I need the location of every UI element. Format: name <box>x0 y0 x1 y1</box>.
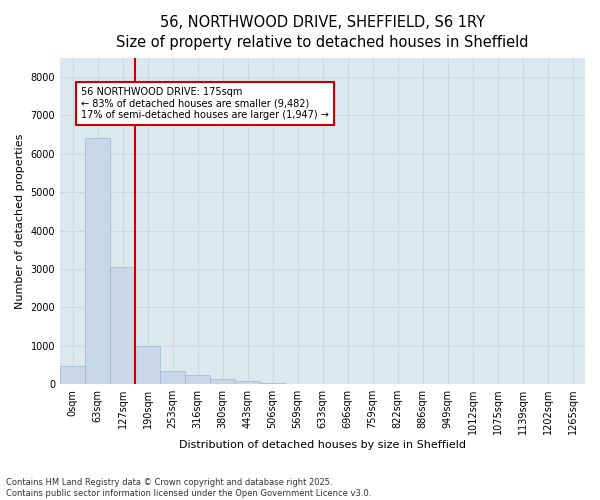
Bar <box>135 346 160 384</box>
Text: 56 NORTHWOOD DRIVE: 175sqm
← 83% of detached houses are smaller (9,482)
17% of s: 56 NORTHWOOD DRIVE: 175sqm ← 83% of deta… <box>81 86 329 120</box>
Y-axis label: Number of detached properties: Number of detached properties <box>15 134 25 308</box>
Bar <box>85 138 110 384</box>
Bar <box>60 366 85 384</box>
Bar <box>235 381 260 384</box>
Bar <box>210 379 235 384</box>
X-axis label: Distribution of detached houses by size in Sheffield: Distribution of detached houses by size … <box>179 440 466 450</box>
Bar <box>110 267 135 384</box>
Bar <box>160 372 185 384</box>
Bar <box>185 376 210 384</box>
Text: Contains HM Land Registry data © Crown copyright and database right 2025.
Contai: Contains HM Land Registry data © Crown c… <box>6 478 371 498</box>
Title: 56, NORTHWOOD DRIVE, SHEFFIELD, S6 1RY
Size of property relative to detached hou: 56, NORTHWOOD DRIVE, SHEFFIELD, S6 1RY S… <box>116 15 529 50</box>
